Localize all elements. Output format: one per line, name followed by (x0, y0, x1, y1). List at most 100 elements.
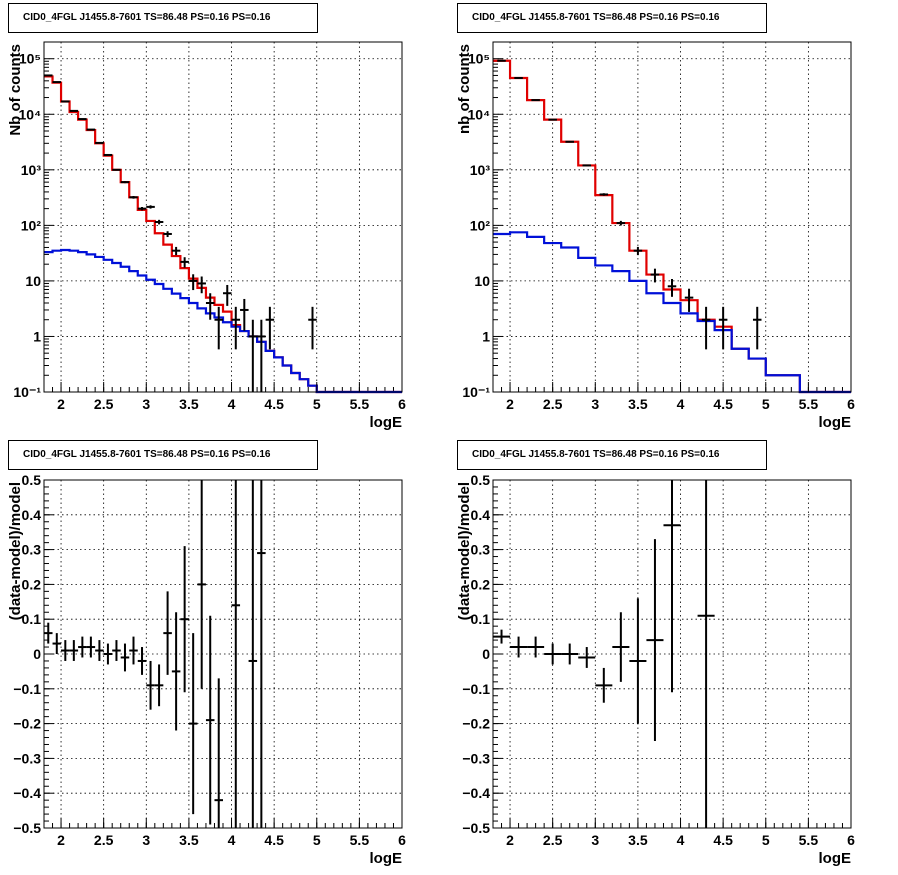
x-axis-label: logE (370, 850, 403, 867)
data-point (616, 220, 626, 226)
data-point (595, 667, 613, 703)
x-tick-label: 3 (142, 396, 150, 412)
x-tick-label: 2.5 (543, 396, 563, 412)
plot-panel: 2 2.5 3 3.5 4 4.5 5 5.5 6 10⁻¹ 1 10 10² 10³ 10⁴ 10⁵ logE… (456, 41, 855, 431)
y-tick-label: 1 (482, 328, 490, 344)
y-tick-label: 0.3 (22, 542, 42, 558)
data-point (120, 643, 130, 672)
total-model-histogram (493, 59, 851, 394)
data-point (163, 231, 172, 238)
total-model-histogram (44, 75, 402, 394)
x-tick-label: 4 (228, 396, 236, 412)
y-tick-label: 10⁵ (468, 51, 490, 67)
x-tick-label: 6 (398, 832, 406, 848)
data-point (78, 118, 87, 121)
data-point (171, 612, 181, 731)
y-axis-label: Nb of counts (7, 44, 24, 136)
data-point (137, 647, 147, 675)
y-tick-label: 10⁻¹ (462, 384, 490, 400)
y-tick-label: 0.1 (22, 611, 42, 627)
data-point (171, 246, 181, 256)
x-tick-label: 4.5 (713, 832, 733, 848)
x-tick-label: 4 (228, 832, 236, 848)
y-tick-label: 0 (482, 646, 490, 662)
data-point (154, 664, 164, 707)
plot-panel: 2 2.5 3 3.5 4 4.5 5 5.5 6 −0.5 −0.4 −0.3 −0.2 −0.1 0 0.… (7, 472, 406, 867)
plot-panel: 2 2.5 3 3.5 4 4.5 5 5.5 6 10⁻¹ 1 10 10² 10³ 10⁴ 10⁵ logE… (7, 41, 406, 431)
data-point (257, 319, 266, 392)
y-axis-label: (data-model)/model (456, 482, 473, 620)
x-tick-label: 4 (677, 396, 685, 412)
x-tick-label: 3.5 (628, 396, 648, 412)
data-point (69, 640, 79, 661)
y-tick-label: 10³ (470, 162, 491, 178)
data-point (629, 598, 647, 724)
data-point (493, 629, 511, 644)
data-point (197, 276, 206, 294)
chart-title: CID0_4FGL J1455.8-7601 TS=86.48 PS=0.16 … (8, 440, 318, 470)
x-tick-label: 3 (591, 832, 599, 848)
y-tick-label: −0.2 (13, 716, 41, 732)
chart-title: CID0_4FGL J1455.8-7601 TS=86.48 PS=0.16 … (457, 440, 767, 470)
y-axis-label: nb of counts (456, 44, 473, 134)
data-point (684, 288, 694, 312)
x-tick-label: 3.5 (179, 396, 199, 412)
data-point (146, 205, 155, 209)
x-axis-label: logE (370, 414, 403, 431)
data-point (146, 660, 155, 710)
x-tick-label: 2.5 (94, 396, 114, 412)
data-point (752, 306, 762, 350)
y-tick-label: 10⁻¹ (13, 384, 41, 400)
x-tick-label: 4.5 (264, 832, 284, 848)
y-tick-label: −0.5 (13, 820, 41, 836)
x-tick-label: 4.5 (713, 396, 733, 412)
data-point (697, 480, 715, 828)
x-axis-label: logE (819, 850, 852, 867)
data-point (163, 591, 172, 675)
x-tick-label: 6 (847, 396, 855, 412)
data-point (44, 622, 53, 644)
x-tick-label: 5 (762, 396, 770, 412)
data-point (650, 268, 660, 283)
data-point (231, 306, 241, 350)
y-tick-label: 10 (474, 273, 490, 289)
data-point (154, 219, 164, 225)
data-point (52, 633, 62, 654)
data-point (561, 643, 579, 665)
data-point (663, 480, 681, 693)
x-tick-label: 5 (313, 396, 321, 412)
y-tick-label: 10 (25, 273, 41, 289)
data-point (248, 319, 258, 392)
data-point (544, 643, 562, 665)
y-tick-label: 10² (470, 217, 491, 233)
x-tick-label: 5.5 (350, 396, 370, 412)
y-tick-label: −0.5 (462, 820, 490, 836)
data-point (231, 480, 241, 828)
data-point (188, 633, 198, 815)
x-tick-label: 2 (57, 832, 65, 848)
x-tick-label: 5.5 (799, 832, 819, 848)
data-point (129, 636, 138, 665)
x-tick-label: 6 (847, 832, 855, 848)
y-tick-label: 0.2 (22, 576, 42, 592)
x-tick-label: 3.5 (628, 832, 648, 848)
x-tick-label: 5 (762, 832, 770, 848)
x-tick-label: 5.5 (350, 832, 370, 848)
x-tick-label: 2 (506, 396, 514, 412)
data-point (86, 128, 96, 131)
x-tick-label: 4 (677, 832, 685, 848)
data-point (95, 640, 104, 661)
data-point (599, 193, 609, 196)
data-point (578, 647, 596, 668)
x-tick-label: 5.5 (799, 396, 819, 412)
data-point (223, 284, 232, 306)
plot-frame (492, 41, 852, 393)
y-tick-label: −0.4 (462, 785, 490, 801)
chart-title: CID0_4FGL J1455.8-7601 TS=86.48 PS=0.16 … (8, 3, 318, 33)
data-point (257, 480, 266, 828)
x-tick-label: 6 (398, 396, 406, 412)
y-tick-label: 10² (21, 217, 42, 233)
y-tick-label: 10³ (21, 162, 42, 178)
data-point (667, 278, 677, 297)
